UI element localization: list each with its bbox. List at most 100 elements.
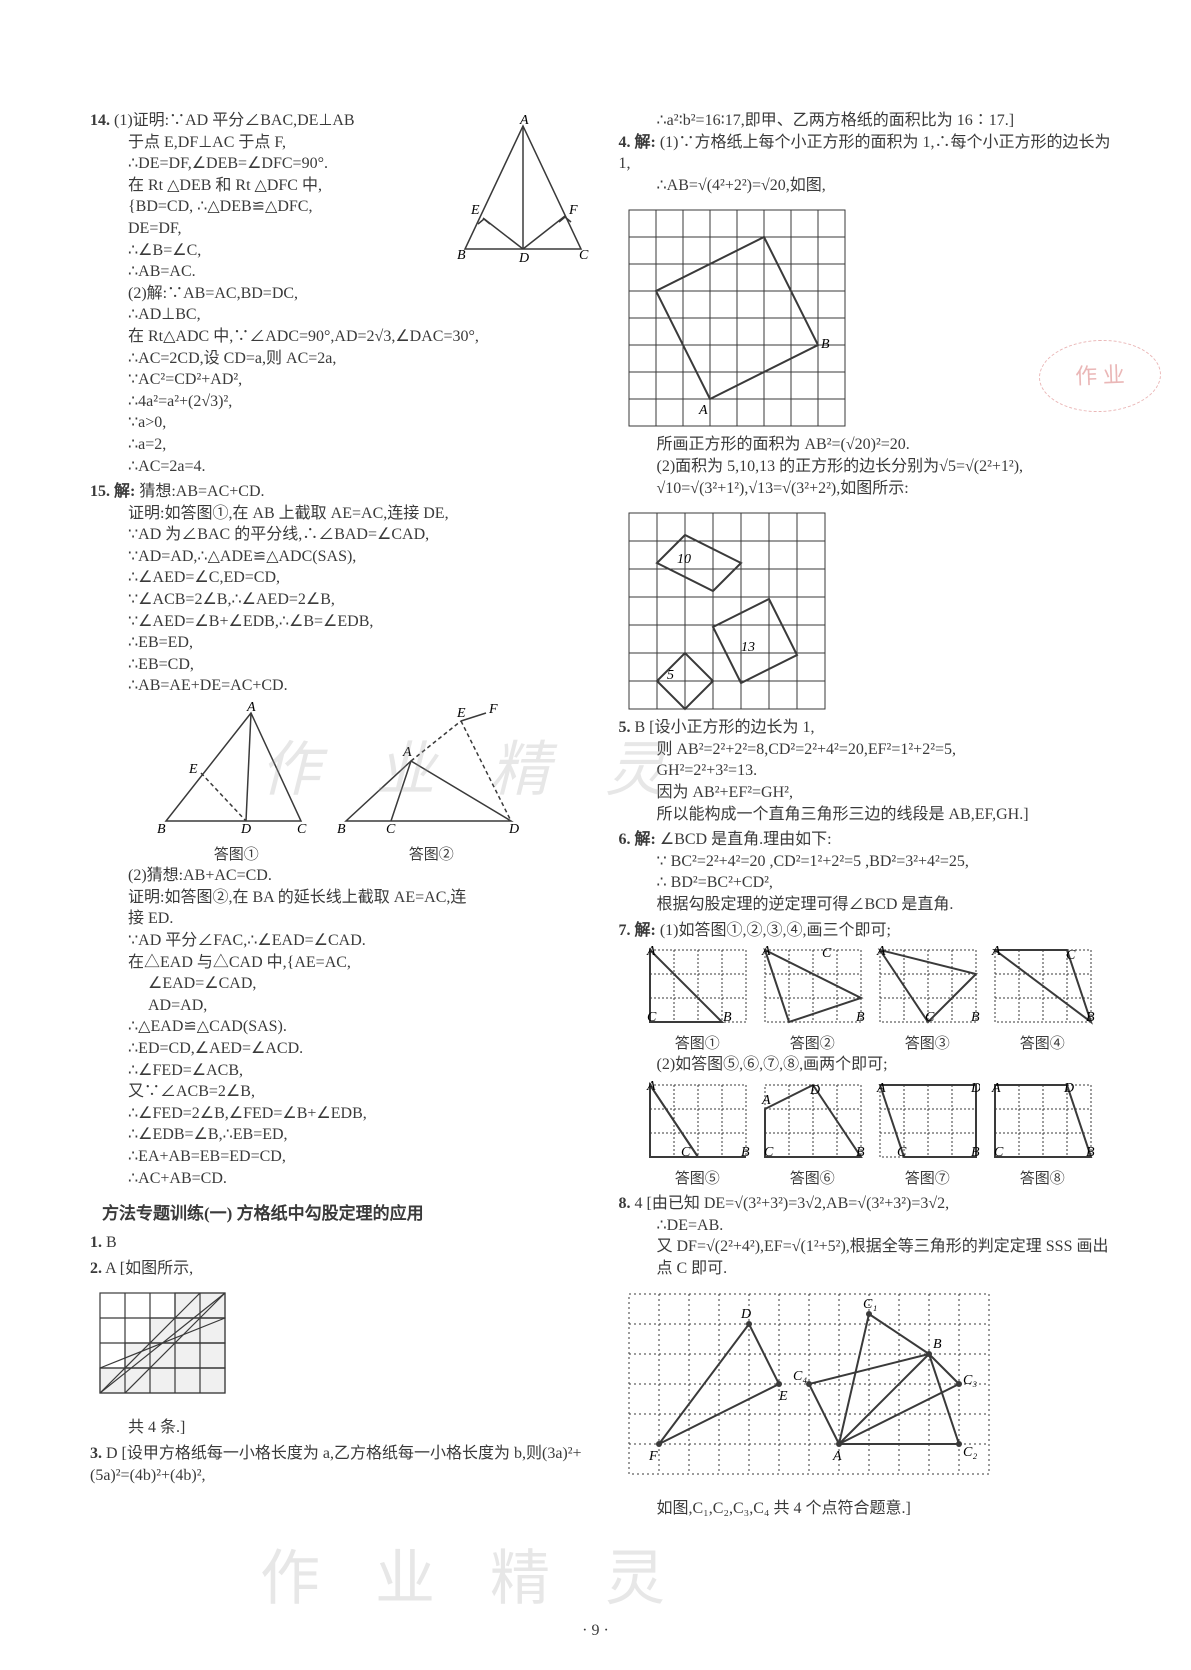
m2-tail: 共 4 条.]: [90, 1417, 593, 1439]
q14-l3: 在 Rt △DEB 和 Rt △DFC 中,: [90, 175, 445, 197]
q15-b0: (2)猜想:AB+AC=CD.: [90, 865, 593, 887]
q14: 14. (1)证明:∵AD 平分∠BAC,DE⊥AB 于点 E,DF⊥AC 于点…: [90, 110, 593, 477]
m8-tail: 如图,C₁,C₂,C₃,C₄ 共 4 个点符合题意.]: [619, 1498, 1122, 1520]
m5-l3: 所以能构成一个直角三角形三边的线段是 AB,EF,GH.]: [619, 804, 1122, 826]
m4-l3: 所画正方形的面积为 AB²=(√20)²=20.: [619, 434, 1122, 456]
q15-num: 15. 解:: [90, 483, 135, 500]
svg-text:F: F: [648, 1449, 658, 1464]
m4-fig2: 5 10 13: [619, 503, 849, 713]
svg-text:D: D: [809, 1083, 820, 1098]
m4-l1: (1)∵方格纸上每个小正方形的面积为 1,∴每个小正方形的边长为 1,: [619, 134, 1111, 173]
m6-l3: 根据勾股定理的逆定理可得∠BCD 是直角.: [619, 894, 1122, 916]
q15-cap2: 答图②: [331, 845, 531, 865]
q15-b8: ∴ED=CD,∠AED=∠ACD.: [90, 1038, 593, 1060]
q15-b13: ∴EA+AB=EB=ED=CD,: [90, 1146, 593, 1168]
m4-l2: ∴AB=√(4²+2²)=√20,如图,: [619, 175, 1122, 197]
svg-text:B: B: [157, 822, 166, 837]
q14-l4: {BD=CD, ∴△DEB≌△DFC,: [90, 196, 445, 218]
q14-l8: (2)解:∵AB=AC,BD=DC,: [90, 283, 593, 305]
q15-fig2: AEF BCD: [331, 701, 531, 841]
m4: 4. 解: (1)∵方格纸上每个小正方形的面积为 1,∴每个小正方形的边长为 1…: [619, 132, 1122, 714]
svg-text:B: B: [1086, 1145, 1095, 1160]
q14-l9: ∴AD⊥BC,: [90, 304, 593, 326]
q15-b12: ∴∠EDB=∠B,∴EB=ED,: [90, 1124, 593, 1146]
m5-body: B [设小正方形的边长为 1,: [635, 719, 815, 736]
q14-l5: DE=DF,: [90, 218, 445, 240]
q14-l13: ∴4a²=a²+(2√3)²,: [90, 391, 593, 413]
svg-text:B: B: [741, 1145, 750, 1160]
svg-text:10: 10: [677, 552, 691, 567]
q15-b5: ∠EAD=∠CAD,: [90, 973, 593, 995]
svg-text:D: D: [1063, 1081, 1074, 1096]
q15-b1: 证明:如答图②,在 BA 的延长线上截取 AE=AC,连: [90, 887, 593, 909]
svg-text:B: B: [1086, 1010, 1095, 1025]
svg-text:B: B: [933, 1337, 942, 1352]
svg-text:C₄: C₄: [793, 1369, 807, 1384]
svg-text:E: E: [456, 706, 466, 721]
m3-num: 3.: [90, 1445, 102, 1462]
svg-text:B: B: [971, 1145, 980, 1160]
m8-body: 4 [由已知 DE=√(3²+3²)=3√2,AB=√(3²+3²)=3√2,: [635, 1195, 950, 1212]
q15-fig1: A BDC E: [151, 701, 321, 841]
m1-ans: B: [106, 1234, 117, 1251]
m5-l2: 因为 AB²+EF²=GH²,: [619, 782, 1122, 804]
q14-l11: ∴AC=2CD,设 CD=a,则 AC=2a,: [90, 348, 593, 370]
m4-l5: √10=√(3²+1²),√13=√(3²+2²),如图所示:: [619, 478, 1122, 500]
svg-text:A: A: [402, 745, 412, 760]
watermark-2: 作 业 精 灵: [260, 1539, 685, 1620]
svg-text:C: C: [1066, 948, 1076, 963]
m6-num: 6. 解:: [619, 831, 656, 848]
svg-text:C₃: C₃: [963, 1373, 977, 1388]
svg-text:A: A: [991, 945, 1001, 959]
m7-l1: (1)如答图①,②,③,④,画三个即可;: [660, 922, 891, 939]
svg-text:D: D: [240, 822, 251, 837]
q14-num: 14.: [90, 112, 110, 129]
q14-l12: ∵AC²=CD²+AD²,: [90, 369, 593, 391]
svg-text:A: A: [519, 114, 529, 128]
svg-text:B: B: [821, 337, 830, 352]
svg-text:C: C: [822, 946, 832, 961]
q15-b3: ∵AD 平分∠FAC,∴∠EAD=∠CAD.: [90, 930, 593, 952]
m6-l1: ∵ BC²=2²+4²=20 ,CD²=1²+2²=5 ,BD²=3²+4²=2…: [619, 851, 1122, 873]
m7-fig3: ACB: [875, 945, 980, 1030]
svg-text:D: D: [970, 1081, 980, 1096]
svg-text:A: A: [876, 945, 886, 959]
svg-text:A: A: [832, 1449, 842, 1464]
m1: 1. B: [90, 1232, 593, 1254]
m1-num: 1.: [90, 1234, 102, 1251]
q15-a2: ∵AD 为∠BAC 的平分线,∴∠BAD=∠CAD,: [90, 524, 593, 546]
m7-c4: 答图④: [990, 1034, 1095, 1054]
svg-text:C: C: [681, 1145, 691, 1160]
m2-num: 2.: [90, 1260, 102, 1277]
q14-l15: ∴a=2,: [90, 434, 593, 456]
q15-figrow: A BDC E 答图① AEF BCD: [90, 697, 593, 865]
m5-l0: 则 AB²=2²+2²=8,CD²=2²+4²=20,EF²=1²+2²=5,: [619, 739, 1122, 761]
q15-b9: ∴∠FED=∠ACB,: [90, 1060, 593, 1082]
svg-text:C₁: C₁: [863, 1297, 877, 1312]
m7-c2: 答图②: [760, 1034, 865, 1054]
svg-text:C: C: [994, 1145, 1004, 1160]
page-number: · 9 ·: [0, 1620, 1191, 1642]
q15-a7: ∴EB=ED,: [90, 632, 593, 654]
m7-c1: 答图①: [645, 1034, 750, 1054]
svg-text:B: B: [856, 1010, 865, 1025]
m7-fig2: ACB: [760, 945, 865, 1030]
q15-b2: 接 ED.: [90, 908, 593, 930]
q15-b4: 在△EAD 与△CAD 中,{AE=AC,: [90, 952, 593, 974]
svg-text:C: C: [925, 1010, 935, 1025]
svg-text:13: 13: [741, 640, 755, 655]
m7-fig4: A C B: [990, 945, 1095, 1030]
m5-num: 5.: [619, 719, 631, 736]
q14-l7: ∴AB=AC.: [90, 261, 445, 283]
svg-text:C: C: [297, 822, 307, 837]
q15-a5: ∵∠ACB=2∠B,∴∠AED=2∠B,: [90, 589, 593, 611]
q15-b10: 又∵∠ACB=2∠B,: [90, 1081, 593, 1103]
m7: 7. 解: (1)如答图①,②,③,④,画三个即可; ACB 答图① ACB 答…: [619, 920, 1122, 1190]
q15-a8: ∴EB=CD,: [90, 654, 593, 676]
svg-text:C: C: [647, 1010, 657, 1025]
q14-l1: 于点 E,DF⊥AC 于点 F,: [90, 132, 445, 154]
svg-text:E: E: [778, 1389, 788, 1404]
q15-a0: 猜想:AB=AC+CD.: [139, 483, 264, 500]
m7-fig5: ACB: [645, 1080, 750, 1165]
svg-text:A: A: [761, 1093, 771, 1108]
